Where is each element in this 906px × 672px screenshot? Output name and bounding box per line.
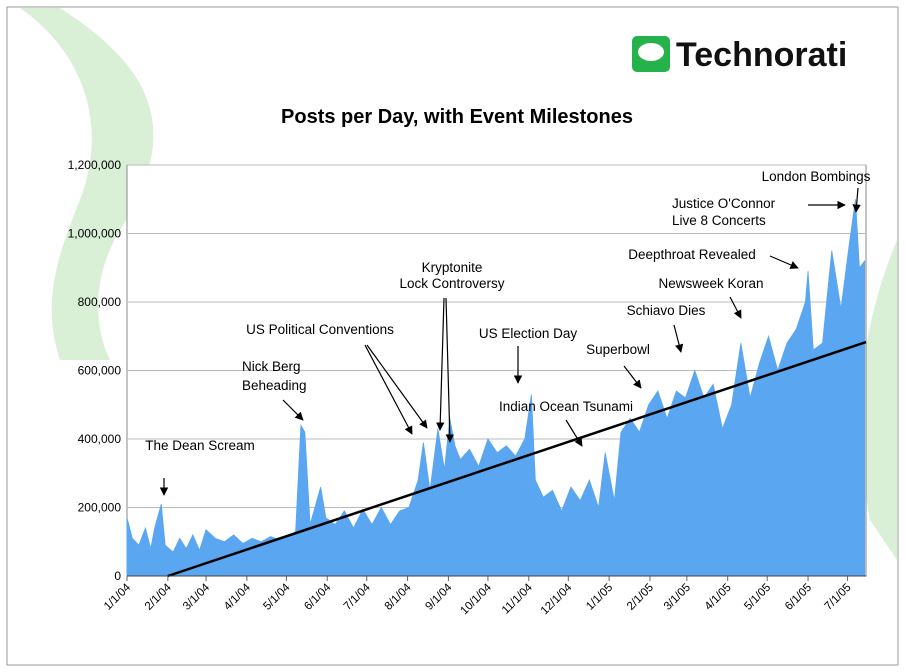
annotation: Nick Berg (242, 359, 301, 374)
background-swirl (859, 240, 897, 560)
annotation-arrow (436, 297, 445, 431)
annotation-arrow (623, 365, 642, 389)
annotation: Newsweek Koran (658, 276, 763, 291)
annotation-arrow (769, 255, 799, 269)
logo: Technorati (632, 36, 847, 74)
annotation: London Bombings (762, 169, 871, 184)
chart-title: Posts per Day, with Event Milestones (281, 106, 633, 128)
annotation: US Election Day (479, 326, 578, 341)
annotation-arrow (282, 399, 304, 421)
annotation-arrow (445, 297, 454, 443)
annotation-arrow (852, 187, 861, 213)
annotation-arrow (565, 419, 583, 447)
annotation-arrow (673, 324, 684, 353)
annotation: Beheading (242, 378, 307, 393)
y-tick-label: 1,000,000 (68, 227, 122, 241)
y-tick-label: 400,000 (78, 432, 122, 446)
y-tick-label: 200,000 (78, 501, 122, 515)
annotation: Lock Controversy (399, 276, 504, 291)
logo-bubble (638, 43, 664, 61)
annotation: The Dean Scream (145, 438, 255, 453)
y-tick-label: 0 (114, 569, 121, 583)
y-tick-label: 1,200,000 (68, 158, 122, 172)
annotation: Kryptonite (422, 260, 483, 275)
annotation: Deepthroat Revealed (628, 247, 756, 262)
annotation: US Political Conventions (246, 322, 394, 337)
annotation-arrow (364, 344, 413, 435)
annotation-arrow (729, 296, 742, 319)
trend-line (167, 340, 867, 578)
logo-text: Technorati (676, 36, 847, 74)
annotation: Indian Ocean Tsunami (499, 399, 633, 414)
y-tick-label: 800,000 (78, 295, 122, 309)
annotation: Schiavo Dies (627, 303, 706, 318)
annotation-arrow (366, 344, 428, 429)
annotation: Justice O'Connor (672, 196, 776, 211)
area (126, 199, 866, 577)
annotation: Superbowl (586, 342, 650, 357)
annotation: Live 8 Concerts (672, 213, 766, 228)
background-swirl (20, 8, 154, 360)
y-tick-label: 600,000 (78, 364, 122, 378)
